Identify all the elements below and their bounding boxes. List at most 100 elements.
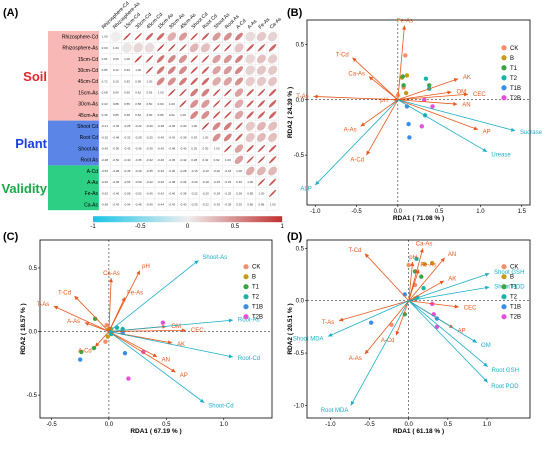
heatmap-value: 1.00 [169, 102, 175, 106]
heatmap-value: -0.42 [157, 191, 164, 195]
heatmap-value: 0.62 [135, 91, 141, 95]
point-t2b [422, 97, 427, 102]
heatmap-ellipse [256, 121, 266, 131]
heatmap-value: -0.22 [224, 180, 231, 184]
heatmap-ellipse [212, 54, 221, 64]
x-axis-label: RDA1 ( 71.08 % ) [393, 215, 444, 222]
vector-t-as [53, 305, 110, 332]
vector-label-shoot-as: Shoot-As [202, 255, 227, 261]
heatmap-ellipse [190, 32, 198, 41]
vector-t-as [338, 300, 409, 322]
x-tick-label: -0.5 [364, 422, 375, 428]
heatmap-ellipse [190, 99, 199, 108]
x-axis-label: RDA1 ( 61.18 % ) [393, 428, 444, 435]
panel-label: (D) [287, 231, 303, 243]
vector-label-ph: pH [142, 264, 150, 270]
vector-label-shoot-pod: Shoot POD [494, 284, 525, 290]
arrowhead-t-as [339, 317, 344, 322]
heatmap-value: -0.44 [157, 203, 164, 207]
vector-root-pod [408, 300, 489, 383]
arrowhead-fe-as [121, 297, 126, 302]
heatmap-value: -0.40 [101, 147, 108, 151]
heatmap-value: -0.25 [224, 191, 231, 195]
heatmap-value: -0.38 [180, 135, 187, 139]
heatmap-ellipse [145, 32, 154, 41]
vector-ap [108, 331, 176, 373]
heatmap-ellipse [246, 44, 254, 52]
arrowhead-a-as [360, 122, 366, 127]
heatmap-ellipse [268, 44, 277, 52]
col-label-a-as: A-As [246, 18, 258, 30]
legend-marker-t1 [501, 284, 507, 290]
heatmap-ellipse [156, 55, 165, 63]
heatmap-ellipse [234, 88, 244, 97]
x-tick-label: 1.5 [518, 209, 527, 215]
heatmap-ellipse [123, 32, 131, 41]
point-t2b [434, 324, 440, 330]
legend-marker-t1b [501, 85, 507, 91]
point-t2 [423, 76, 429, 81]
heatmap-value: -0.60 [101, 180, 108, 184]
heatmap-value: -0.42 [168, 135, 175, 139]
arrowhead-an [453, 101, 458, 106]
heatmap-value: -0.22 [135, 124, 142, 128]
heatmap-value: -0.52 [135, 191, 142, 195]
vector-an [108, 331, 158, 358]
vector-cec [108, 329, 186, 332]
vector-label-om: OM [456, 89, 466, 95]
vector-label-t-cd: T-Cd [348, 248, 361, 254]
vector-om [397, 91, 452, 101]
heatmap-value: 1.00 [191, 124, 197, 128]
legend-marker-t1 [501, 65, 507, 71]
y-axis-label: RDA2 ( 18.57 % ) [20, 303, 27, 354]
vector-om [408, 300, 478, 343]
vector-a-as [364, 300, 410, 355]
vector-label-root-cd: Root-Cd [238, 356, 260, 362]
legend-marker-ck [501, 45, 507, 51]
heatmap-ellipse [145, 55, 154, 63]
arrowhead-root-cd [228, 354, 233, 359]
heatmap-value: 0.91 [102, 57, 108, 61]
heatmap-ellipse [201, 88, 210, 97]
arrowhead-cec [181, 328, 186, 333]
row-label-30cm-as: 30cm-As [78, 102, 98, 108]
vector-label-t-cd: T-Cd [336, 52, 349, 58]
heatmap-ellipse [156, 66, 165, 75]
heatmap-value: -0.28 [135, 135, 142, 139]
heatmap-ellipse [168, 88, 176, 97]
heatmap-ellipse [257, 156, 266, 164]
heatmap-ellipse [156, 77, 165, 86]
group-label-validity: Validity [1, 181, 47, 196]
heatmap-ellipse [267, 31, 278, 42]
vector-root-gsh [408, 300, 489, 368]
legend-label-ck: CK [510, 265, 518, 271]
heatmap-ellipse [156, 44, 165, 52]
heatmap-ellipse [246, 88, 254, 97]
vector-label-shoot-gsh: Shoot GSH [494, 270, 524, 276]
y-tick-label: 0.0 [296, 299, 305, 305]
heatmap-ellipse [224, 44, 232, 52]
heatmap-value: -0.40 [157, 180, 164, 184]
plot-frame [39, 239, 273, 419]
col-label-fe-as: Fe-As [258, 16, 272, 30]
heatmap-ellipse [134, 55, 142, 63]
heatmap-ellipse [212, 133, 221, 142]
heatmap-ellipse [268, 144, 277, 153]
heatmap-ellipse [178, 66, 188, 75]
row-label-a-cd: A-Cd [87, 169, 99, 175]
heatmap-ellipse [189, 43, 199, 53]
legend-label-t2b: T2B [252, 315, 263, 321]
x-tick-label: 0.0 [405, 422, 414, 428]
heatmap-value: -0.45 [112, 124, 119, 128]
legend-marker-t2 [501, 75, 507, 81]
colorbar [93, 216, 283, 223]
heatmap-ellipse [245, 31, 256, 42]
vector-label-ak: AK [448, 276, 456, 282]
arrowhead-ap [448, 324, 454, 328]
vector-label-cec: CEC [473, 92, 486, 98]
legend-label-t1: T1 [510, 66, 518, 72]
group-band-validity [48, 165, 99, 211]
heatmap-value: 1.00 [214, 147, 220, 151]
heatmap-value: -0.25 [191, 203, 198, 207]
